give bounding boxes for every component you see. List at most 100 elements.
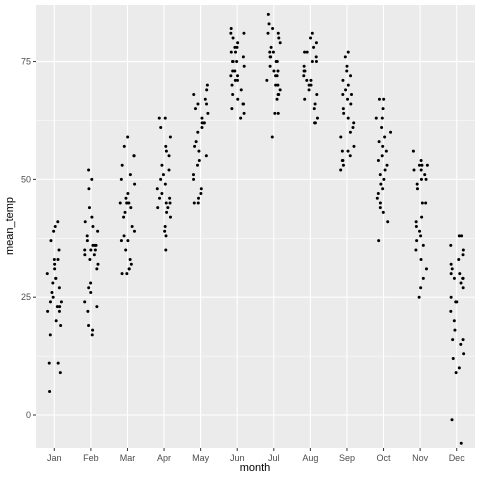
data-point — [267, 22, 271, 26]
data-point — [270, 135, 274, 139]
data-point — [86, 309, 90, 313]
data-point — [276, 111, 280, 115]
data-point — [93, 248, 97, 252]
data-point — [378, 173, 382, 177]
data-point — [236, 74, 240, 78]
data-point — [461, 253, 465, 257]
data-point — [269, 45, 273, 49]
data-point — [277, 36, 281, 40]
data-point — [375, 196, 379, 200]
data-point — [271, 50, 275, 54]
y-axis-title: mean_temp — [4, 197, 16, 255]
data-point — [453, 328, 457, 332]
data-point — [315, 93, 319, 97]
data-point — [341, 107, 345, 111]
data-point — [231, 36, 235, 40]
data-point — [272, 69, 276, 73]
data-point — [417, 295, 421, 299]
data-point — [122, 234, 126, 238]
data-point — [235, 45, 239, 49]
data-point — [415, 239, 419, 243]
data-point — [89, 281, 93, 285]
data-point — [341, 78, 345, 82]
data-point — [348, 154, 352, 158]
data-point — [451, 338, 455, 342]
x-tick-label: Nov — [412, 453, 429, 463]
data-point — [129, 206, 133, 210]
data-point — [192, 201, 196, 205]
data-point — [383, 135, 387, 139]
data-point — [239, 116, 243, 120]
data-point — [91, 243, 95, 247]
data-point — [274, 60, 278, 64]
data-point — [268, 55, 272, 59]
data-point — [242, 102, 246, 106]
data-point — [126, 135, 130, 139]
data-point — [461, 248, 465, 252]
data-point — [164, 144, 168, 148]
data-point — [87, 206, 91, 210]
data-point — [415, 182, 419, 186]
data-point — [274, 83, 278, 87]
data-point — [168, 135, 172, 139]
data-point — [196, 201, 200, 205]
data-point — [229, 50, 233, 54]
data-point — [424, 201, 428, 205]
data-point — [309, 36, 313, 40]
data-point — [380, 116, 384, 120]
data-point — [383, 168, 387, 172]
data-point — [423, 173, 427, 177]
data-point — [344, 88, 348, 92]
data-point — [425, 163, 429, 167]
data-point — [167, 168, 171, 172]
data-point — [45, 272, 49, 276]
data-point — [419, 234, 423, 238]
data-point — [275, 74, 279, 78]
data-point — [352, 144, 356, 148]
data-point — [91, 225, 95, 228]
data-point — [457, 257, 461, 261]
data-point — [89, 290, 93, 294]
data-point — [276, 31, 280, 35]
x-tick-label: Mar — [120, 453, 136, 463]
data-point — [381, 210, 385, 214]
data-point — [95, 267, 99, 271]
data-point — [348, 130, 352, 134]
data-point — [419, 168, 423, 172]
data-point — [56, 257, 60, 261]
data-point — [451, 356, 455, 360]
data-point — [200, 121, 204, 125]
data-point — [418, 229, 422, 233]
data-point — [417, 163, 421, 167]
data-point — [158, 196, 162, 200]
data-point — [192, 177, 196, 181]
data-point — [90, 333, 94, 337]
data-point — [242, 111, 246, 115]
data-point — [126, 239, 130, 243]
data-point — [266, 31, 270, 35]
data-point — [380, 126, 384, 130]
data-point — [233, 45, 237, 49]
data-point — [168, 201, 172, 205]
data-point — [47, 361, 51, 365]
data-point — [118, 201, 122, 205]
data-point — [385, 163, 389, 167]
data-point — [377, 97, 381, 101]
data-point — [49, 239, 53, 243]
data-point — [268, 50, 272, 54]
data-point — [421, 276, 425, 280]
data-point — [196, 130, 200, 134]
data-point — [202, 121, 206, 125]
y-tick-label: 0 — [26, 410, 31, 420]
data-point — [236, 97, 240, 101]
data-point — [242, 31, 246, 35]
data-point — [378, 201, 382, 205]
data-point — [90, 215, 94, 219]
data-point — [231, 93, 235, 97]
data-point — [163, 225, 167, 228]
data-point — [129, 262, 133, 266]
data-point — [454, 300, 458, 304]
data-point — [349, 102, 353, 106]
data-point — [83, 300, 87, 304]
data-point — [122, 144, 126, 148]
